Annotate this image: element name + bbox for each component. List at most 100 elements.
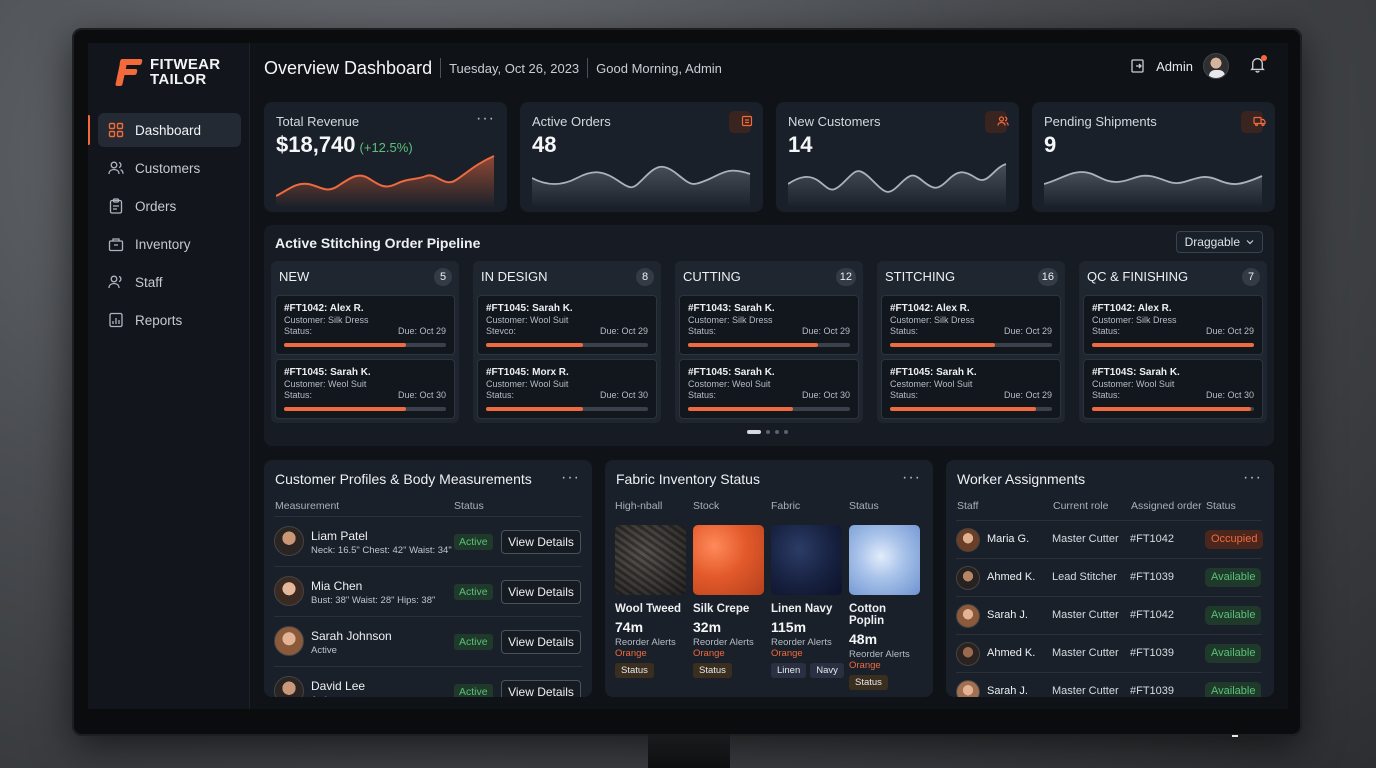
pipeline-mode-dropdown[interactable]: Draggable <box>1175 231 1263 253</box>
progress-bar <box>1092 407 1254 411</box>
order-card[interactable]: #FT1043: Sarah K. Customer: Silk Dress Sta… <box>679 295 859 355</box>
status-badge: Available <box>1205 606 1262 625</box>
kpi-pending-shipments[interactable]: Pending Shipments 9 <box>1032 102 1275 212</box>
more-icon[interactable]: ··· <box>476 110 495 127</box>
fabric-quantity: 48m <box>849 631 878 647</box>
fabric-tag: Status <box>849 675 888 690</box>
status-badge: Available <box>1205 682 1262 697</box>
progress-fill <box>688 343 818 347</box>
progress-fill <box>890 343 996 347</box>
order-id: #FT1045: Sarah K. <box>688 367 775 378</box>
carousel-dot[interactable] <box>747 430 761 434</box>
orders-icon <box>729 111 753 133</box>
sidebar-item-staff[interactable]: Staff <box>98 265 241 299</box>
fabric-name: Silk Crepe <box>693 603 750 615</box>
fabric-item[interactable]: Wool Tweed 74m Reorder Alerts Orange Status <box>615 525 686 678</box>
progress-bar <box>486 407 648 411</box>
pipeline-column-stitching: STITCHING 16 #FT1042: Alex R. Customer: Sil… <box>877 261 1065 423</box>
fabric-item[interactable]: Cotton Poplin 48m Reorder Alerts Orange Stat… <box>849 525 920 690</box>
more-icon[interactable]: ··· <box>561 469 580 486</box>
carousel-dot[interactable] <box>775 430 779 434</box>
dropdown-value: Draggable <box>1184 235 1240 249</box>
worker-row[interactable]: Sarah J. Master Cutter #FT1042 Available <box>956 596 1262 634</box>
view-details-button[interactable]: View Details <box>501 630 581 654</box>
profile-row[interactable]: Liam Patel Neck: 16.5" Chest: 42" Waist: … <box>274 516 582 566</box>
kpi-total-revenue[interactable]: Total Revenue $18,740 (+12.5%) ··· <box>264 102 507 212</box>
carousel-dot[interactable] <box>766 430 770 434</box>
kpi-new-customers[interactable]: New Customers 14 <box>776 102 1019 212</box>
user-name[interactable]: Admin <box>1156 58 1193 74</box>
order-customer: Customer: Silk Dress <box>890 315 975 325</box>
progress-bar <box>486 343 648 347</box>
notification-dot <box>1261 55 1267 61</box>
order-card[interactable]: #FT1045: Morx R. Customer: Wool Suit Statu… <box>477 359 657 419</box>
order-card[interactable]: #FT1042: Alex R. Customer: Silk Dress Stat… <box>881 295 1061 355</box>
order-card[interactable]: #FT1042: Alex R. Customer: Silk Dress Stat… <box>275 295 455 355</box>
brand-name: FITWEAR TAILOR <box>150 56 221 88</box>
profile-row[interactable]: Mia Chen Bust: 38" Waist: 28" Hips: 38" Ac… <box>274 566 582 616</box>
customer-name: Sarah Johnson <box>311 629 392 643</box>
worker-row[interactable]: Maria G. Master Cutter #FT1042 Occupied <box>956 520 1264 558</box>
kpi-label: Pending Shipments <box>1044 114 1157 129</box>
view-details-button[interactable]: View Details <box>501 580 581 604</box>
carousel-dot[interactable] <box>784 430 788 434</box>
more-icon[interactable]: ··· <box>1243 469 1262 486</box>
kpi-value: 14 <box>788 132 813 157</box>
fabric-item[interactable]: Linen Navy 115m Reorder Alerts Orange Linen N… <box>771 525 844 678</box>
order-status-label: Status: <box>890 326 919 336</box>
column-header: Staff <box>957 500 979 512</box>
pipeline-column-new: NEW 5 #FT1042: Alex R. Customer: Silk Dress… <box>271 261 459 423</box>
order-card[interactable]: #FT1045: Sarah K. Costomer: Weol Suit Stat… <box>679 359 859 419</box>
order-card[interactable]: #FT104S: Sarah K. Customer: Wool Suit Stat… <box>1083 359 1263 419</box>
sidebar-item-dashboard[interactable]: Dashboard <box>88 113 241 147</box>
user-avatar[interactable] <box>1203 53 1229 79</box>
alert-level: Orange <box>615 648 647 659</box>
order-customer: Customer: Wool Suit <box>486 315 569 325</box>
logout-icon[interactable] <box>1130 58 1146 74</box>
pipeline-title: Active Stitching Order Pipeline <box>275 235 481 251</box>
monitor-stand <box>648 734 730 768</box>
progress-fill <box>284 343 406 347</box>
status-badge: Active <box>454 634 493 650</box>
fabric-tags: Linen Navy <box>771 663 844 678</box>
worker-row[interactable]: Ahmed K. Master Cutter #FT1039 Available <box>956 634 1262 672</box>
sidebar-item-customers[interactable]: Customers <box>98 151 241 185</box>
worker-row[interactable]: Sarah J. Master Cutter #FT1039 Available <box>956 672 1262 697</box>
fabric-item[interactable]: Silk Crepe 32m Reorder Alerts Orange Status <box>693 525 764 678</box>
more-icon[interactable]: ··· <box>902 469 921 486</box>
kpi-label: Active Orders <box>532 114 611 129</box>
worker-role: Master Cutter <box>1052 685 1119 697</box>
customer-name: Liam Patel <box>311 529 368 543</box>
sidebar-item-reports[interactable]: Reports <box>98 303 241 337</box>
order-id: #FT104S: Sarah K. <box>1092 367 1180 378</box>
profile-row[interactable]: David Lee Active Active View Details <box>274 666 582 697</box>
carousel-dots[interactable] <box>747 430 788 434</box>
profile-row[interactable]: Sarah Johnson Active Active View Details <box>274 616 582 666</box>
column-header: QC & FINISHING 7 <box>1079 261 1267 292</box>
order-status-label: Status: <box>890 390 919 400</box>
customer-measurements: Bust: 38" Waist: 28" Hips: 38" <box>311 595 436 606</box>
order-card[interactable]: #FT1045: Sarah K. Cestomer: Wool Suit Stat… <box>881 359 1061 419</box>
worker-avatar <box>956 528 980 552</box>
order-card[interactable]: #FT1045: Sarah K. Customer: Weol Suit Stat… <box>275 359 455 419</box>
order-due-date: Due: Oct 29 <box>599 326 648 336</box>
order-customer: Customer: Silk Dress <box>1092 315 1177 325</box>
view-details-button[interactable]: View Details <box>501 530 581 554</box>
worker-row[interactable]: Ahmed K. Lead Stitcher #FT1039 Available <box>956 558 1262 596</box>
assigned-order: #FT1042 <box>1130 533 1175 545</box>
order-due-date: Due: Oct 30 <box>397 390 446 400</box>
customer-measurements: Active <box>311 645 337 656</box>
sidebar-item-orders[interactable]: Orders <box>98 189 241 223</box>
bell-icon <box>1250 58 1265 73</box>
worker-name: Ahmed K. <box>987 571 1036 583</box>
notification-button[interactable] <box>1249 55 1267 76</box>
fabric-tag: Status <box>693 663 732 678</box>
view-details-button[interactable]: View Details <box>501 680 581 697</box>
sidebar-item-inventory[interactable]: Inventory <box>98 227 241 261</box>
kpi-active-orders[interactable]: Active Orders 48 <box>520 102 763 212</box>
order-card[interactable]: #FT1042: Alex R. Customer: Silk Dress Stat… <box>1083 295 1263 355</box>
brand-logo[interactable]: FITWEAR TAILOR <box>115 56 221 88</box>
column-title: NEW <box>279 269 310 284</box>
revenue-sparkline <box>276 155 495 206</box>
order-card[interactable]: #FT1045: Sarah K. Customer: Wool Suit Stev… <box>477 295 657 355</box>
